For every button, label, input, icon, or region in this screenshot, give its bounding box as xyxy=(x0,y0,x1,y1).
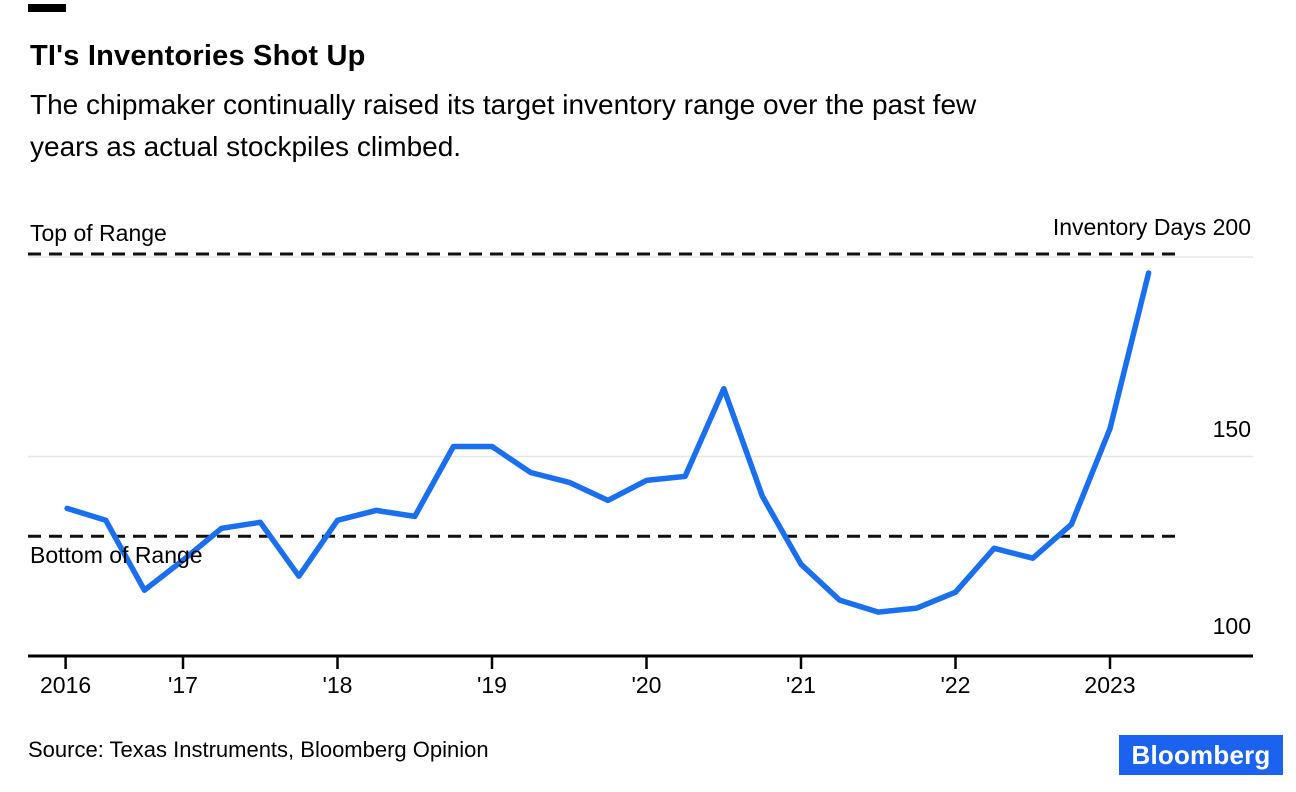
x-axis-label-17: '17 xyxy=(168,672,198,698)
y-axis-title-and-top-tick: Inventory Days 200 xyxy=(1052,214,1251,240)
x-axis-label-19: '19 xyxy=(477,672,507,698)
x-axis-label-21: '21 xyxy=(786,672,816,698)
chart-subtitle-line2: years as actual stockpiles climbed. xyxy=(30,131,462,162)
x-axis-label-2023: 2023 xyxy=(1084,672,1136,698)
chart-title: TI's Inventories Shot Up xyxy=(30,40,366,72)
top-of-range-label: Top of Range xyxy=(30,220,167,246)
chart-subtitle: The chipmaker continually raised its tar… xyxy=(30,84,976,168)
source-credit: Source: Texas Instruments, Bloomberg Opi… xyxy=(28,737,489,762)
x-axis-label-22: '22 xyxy=(940,672,971,698)
y-axis-label-150: 150 xyxy=(1212,416,1251,442)
x-axis-label-2016: 2016 xyxy=(39,672,92,698)
bloomberg-logo-text: Bloomberg xyxy=(1131,739,1271,770)
inventory-days-line xyxy=(64,270,1152,615)
chart-subtitle-line1: The chipmaker continually raised its tar… xyxy=(30,89,977,120)
x-axis-label-18: '18 xyxy=(322,672,353,698)
bottom-of-range-label: Bottom of Range xyxy=(30,542,203,568)
y-axis-label-100: 100 xyxy=(1212,613,1251,639)
top-left-marker-bar xyxy=(28,4,66,12)
x-axis-label-20: '20 xyxy=(631,672,662,698)
bloomberg-logo: Bloomberg xyxy=(1119,735,1283,775)
